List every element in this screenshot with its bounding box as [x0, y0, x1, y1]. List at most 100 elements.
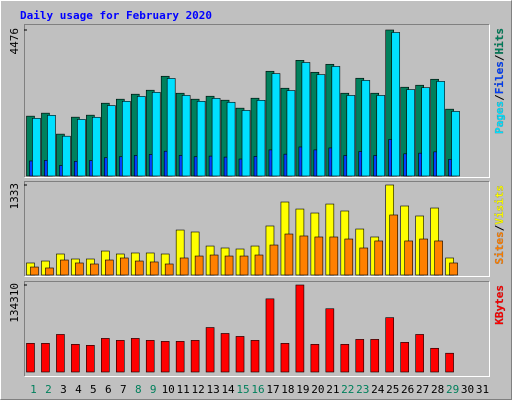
bar [181, 95, 191, 177]
bar [256, 100, 266, 177]
bar [121, 101, 131, 177]
bar [385, 317, 395, 373]
bar [164, 263, 174, 276]
bar [196, 101, 206, 177]
bar [436, 81, 445, 177]
bar [211, 98, 221, 177]
legend-separator: / [493, 224, 506, 231]
bar [280, 343, 290, 373]
bar [226, 101, 236, 177]
bar [391, 32, 401, 177]
bar [77, 119, 86, 177]
bar [295, 284, 305, 373]
panel-bevel-light [24, 181, 490, 277]
bar [160, 341, 170, 373]
bar [101, 338, 110, 373]
x-tick-label: 17 [266, 383, 279, 396]
bar [32, 118, 41, 177]
bar [71, 344, 80, 373]
bar [269, 244, 279, 276]
chart-title: Daily usage for February 2020 [20, 9, 212, 22]
legend-entry: Pages [493, 101, 506, 134]
x-tick-label: 27 [416, 383, 429, 396]
x-tick-label: 22 [341, 383, 354, 396]
bar [314, 236, 324, 276]
bar [107, 105, 116, 177]
bar [194, 255, 204, 276]
bar [355, 339, 365, 373]
bar [430, 347, 439, 373]
bar [209, 254, 219, 276]
bar [205, 327, 215, 373]
bar [250, 340, 260, 373]
legend: KBytes [493, 285, 506, 325]
x-tick-label: 29 [446, 383, 459, 396]
bar [449, 262, 458, 276]
x-tick-label: 8 [135, 383, 142, 396]
bar [47, 115, 56, 177]
bar [145, 340, 155, 373]
bar [41, 343, 50, 373]
bar [445, 352, 454, 373]
bar [400, 342, 409, 373]
x-tick-label: 7 [120, 383, 127, 396]
bar [325, 308, 335, 373]
bar [239, 255, 249, 276]
bar [179, 257, 189, 276]
y-tick-label: 1333 [8, 183, 21, 210]
bar [299, 235, 309, 276]
bar [224, 255, 234, 276]
x-tick-label: 30 [461, 383, 474, 396]
bar [370, 339, 380, 373]
bar [175, 341, 185, 373]
x-tick-label: 28 [431, 383, 444, 396]
bar [105, 259, 114, 276]
bar [415, 334, 424, 373]
bar [62, 135, 71, 177]
x-tick-label: 18 [281, 383, 294, 396]
bar [301, 62, 311, 177]
x-tick-label: 24 [371, 383, 385, 396]
bar [134, 260, 144, 276]
x-tick-label: 26 [401, 383, 414, 396]
bar [404, 240, 413, 276]
x-tick-label: 16 [251, 383, 264, 396]
bar [151, 92, 161, 177]
x-tick-label: 3 [60, 383, 67, 396]
x-tick-label: 15 [236, 383, 249, 396]
bar [136, 96, 146, 177]
x-tick-label: 2 [45, 383, 52, 396]
bar [310, 344, 320, 373]
bar [331, 66, 341, 177]
x-tick-label: 13 [206, 383, 219, 396]
bar [56, 334, 65, 373]
legend-entry: Hits [493, 28, 506, 55]
bar [419, 238, 428, 276]
x-tick-label: 11 [177, 383, 190, 396]
bar [166, 78, 176, 177]
bar [130, 338, 140, 373]
x-tick-label: 1 [30, 383, 37, 396]
legend: Pages/Files/Hits [493, 28, 506, 134]
panel-bevel-light [24, 281, 490, 377]
x-tick-label: 14 [221, 383, 235, 396]
bar [265, 298, 275, 373]
x-tick-label: 10 [162, 383, 175, 396]
legend-entry: Sites [493, 231, 506, 264]
panel-bevel-light [24, 24, 490, 178]
x-tick-label: 19 [296, 383, 309, 396]
x-tick-label: 6 [105, 383, 112, 396]
legend-separator: / [493, 54, 506, 61]
bar [235, 336, 245, 373]
y-tick-label: 4476 [8, 28, 21, 55]
x-tick-label: 9 [150, 383, 157, 396]
bar [346, 95, 356, 177]
x-tick-label: 21 [326, 383, 339, 396]
bar [45, 267, 54, 276]
panel-bevel-dark [24, 181, 490, 277]
bar [406, 89, 415, 177]
x-tick-label: 31 [476, 383, 489, 396]
bar [119, 257, 129, 276]
bar [344, 238, 354, 276]
